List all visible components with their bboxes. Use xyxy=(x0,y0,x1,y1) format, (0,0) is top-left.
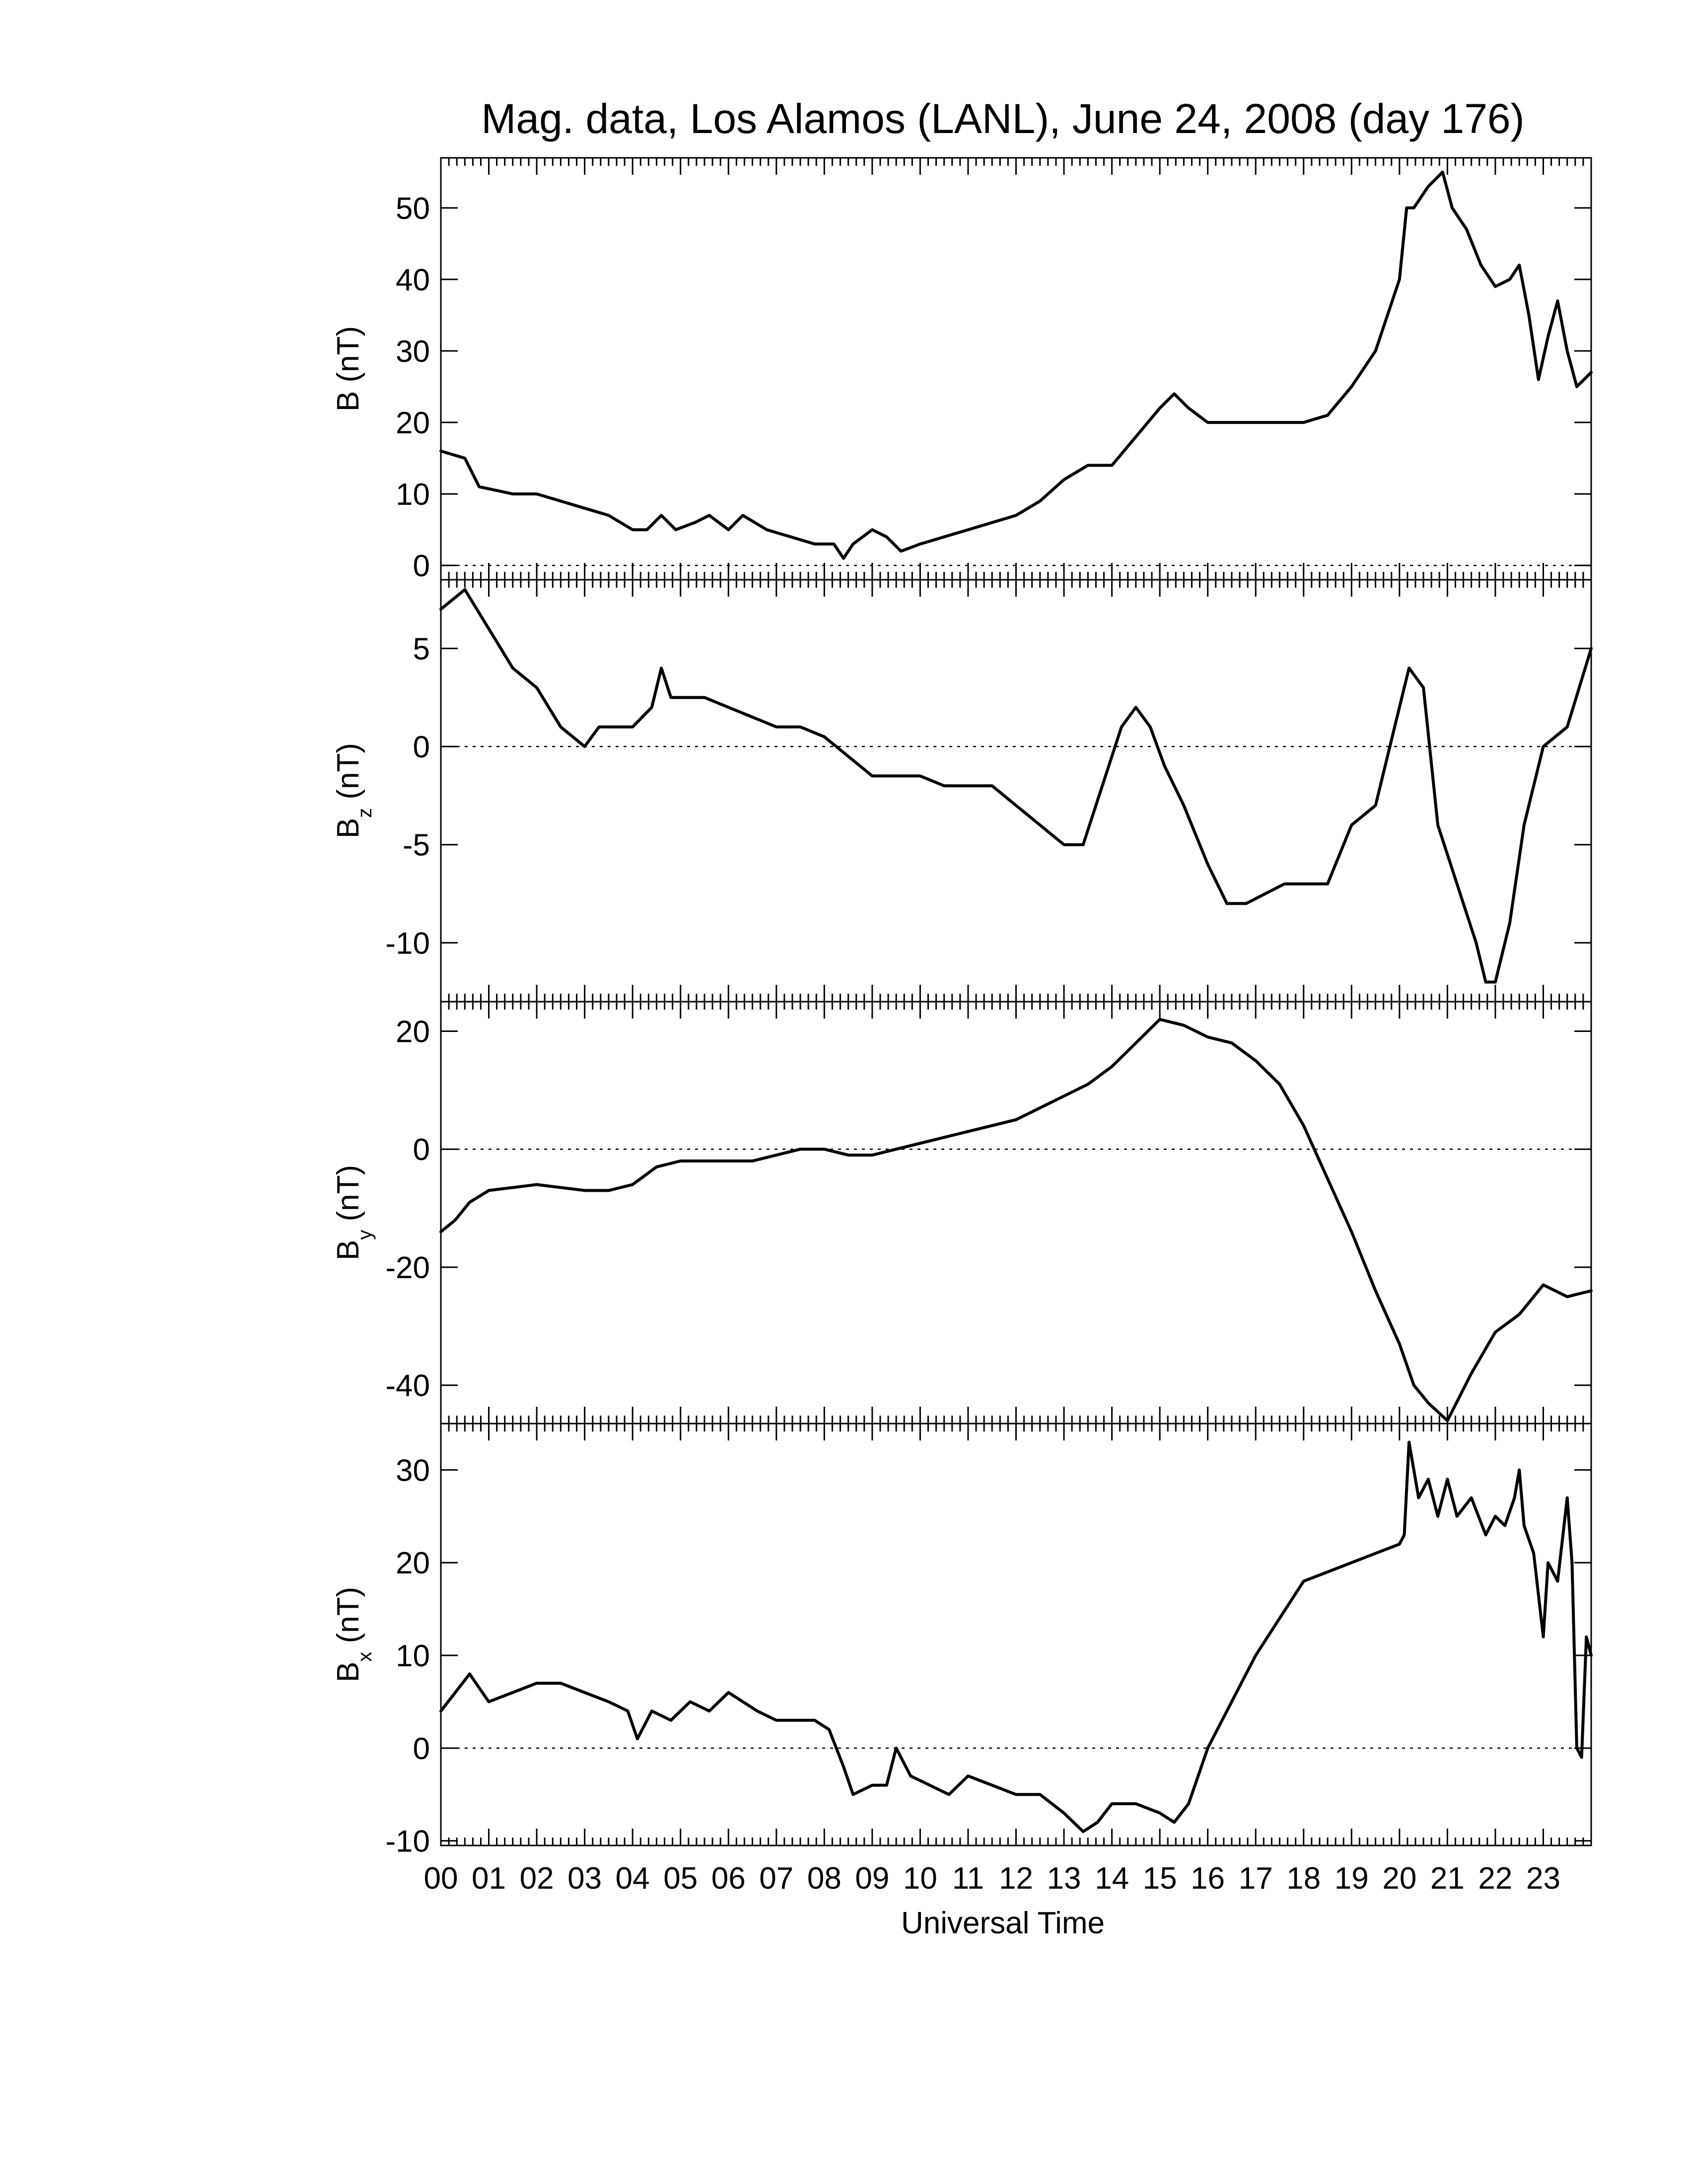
x-axis: 00 01 02 03 04 05 06 07 08 09 10 11 12 13 14 15 16 17 18 19… xyxy=(424,1861,1560,1896)
x-tick-label: 04 xyxy=(616,1861,650,1896)
x-tick-label: 01 xyxy=(472,1861,506,1896)
x-tick-label: 02 xyxy=(520,1861,554,1896)
y-tick-label: 30 xyxy=(396,335,430,369)
x-tick-label: 10 xyxy=(903,1861,937,1896)
x-tick-label: 09 xyxy=(855,1861,889,1896)
chart-title: Mag. data, Los Alamos (LANL), June 24, 2… xyxy=(481,95,1524,142)
series-line-B xyxy=(439,170,1593,560)
y-tick-label: 5 xyxy=(413,632,430,666)
series-line-Bx xyxy=(439,1440,1593,1833)
x-tick-label: 05 xyxy=(663,1861,698,1896)
y-axis-label-Bz: Bz (nT) xyxy=(331,743,376,838)
x-tick-label: 20 xyxy=(1382,1861,1416,1896)
x-tick-label: 15 xyxy=(1143,1861,1177,1896)
y-tick-label: 20 xyxy=(396,406,430,440)
y-tick-label: -5 xyxy=(403,828,430,863)
panel-frame xyxy=(440,1423,1592,1846)
x-tick-label: 19 xyxy=(1335,1861,1369,1896)
series-line-Bz xyxy=(439,588,1593,984)
x-tick-label: 11 xyxy=(952,1861,984,1896)
y-tick-label: 20 xyxy=(396,1546,430,1580)
panel-Bx: -10 0 10 20 30 Bx (nT) xyxy=(331,1423,1593,1859)
panel-By: -40 -20 0 20 By (nT) xyxy=(331,1001,1593,1425)
y-tick-label: 0 xyxy=(413,730,430,764)
y-tick-label: 30 xyxy=(396,1453,430,1488)
panels-layer: 0 10 20 30 40 50 B (nT) -10 -5 0 5 Bz (nT) -40 -20 0 20… xyxy=(331,157,1593,1859)
panel-B: 0 10 20 30 40 50 B (nT) xyxy=(331,157,1593,583)
x-tick-label: 07 xyxy=(759,1861,793,1896)
panel-frame xyxy=(440,1001,1592,1425)
x-tick-label: 13 xyxy=(1047,1861,1081,1896)
y-tick-label: 40 xyxy=(396,263,430,297)
x-tick-label: 06 xyxy=(711,1861,746,1896)
panel-Bz: -10 -5 0 5 Bz (nT) xyxy=(331,579,1593,1003)
y-tick-label: 10 xyxy=(396,1639,430,1673)
x-tick-label: 18 xyxy=(1286,1861,1321,1896)
y-axis-label-Bx: Bx (nT) xyxy=(331,1587,376,1682)
x-tick-label: 17 xyxy=(1239,1861,1273,1896)
x-tick-label: 00 xyxy=(424,1861,458,1896)
x-axis-label: Universal Time xyxy=(901,1906,1105,1940)
y-tick-label: 0 xyxy=(413,1133,430,1167)
y-tick-label: -40 xyxy=(385,1369,430,1403)
y-tick-label: 20 xyxy=(396,1015,430,1049)
x-tick-label: 23 xyxy=(1526,1861,1560,1896)
x-tick-label: 08 xyxy=(807,1861,842,1896)
y-tick-label: -10 xyxy=(385,1825,430,1859)
x-tick-label: 03 xyxy=(567,1861,602,1896)
y-tick-label: 0 xyxy=(413,1732,430,1766)
y-axis-label-By: By (nT) xyxy=(331,1165,376,1260)
y-tick-label: -20 xyxy=(385,1251,430,1285)
series-line-By xyxy=(439,1018,1593,1423)
x-tick-label: 12 xyxy=(999,1861,1033,1896)
x-tick-label: 22 xyxy=(1478,1861,1512,1896)
y-tick-label: 10 xyxy=(396,478,430,512)
panel-frame xyxy=(440,579,1592,1003)
y-tick-label: -10 xyxy=(385,926,430,960)
x-tick-label: 16 xyxy=(1191,1861,1225,1896)
y-tick-label: 50 xyxy=(396,192,430,226)
y-tick-label: 0 xyxy=(413,549,430,583)
x-tick-label: 21 xyxy=(1430,1861,1465,1896)
y-axis-label-B: B (nT) xyxy=(331,326,365,411)
x-tick-label: 14 xyxy=(1095,1861,1129,1896)
